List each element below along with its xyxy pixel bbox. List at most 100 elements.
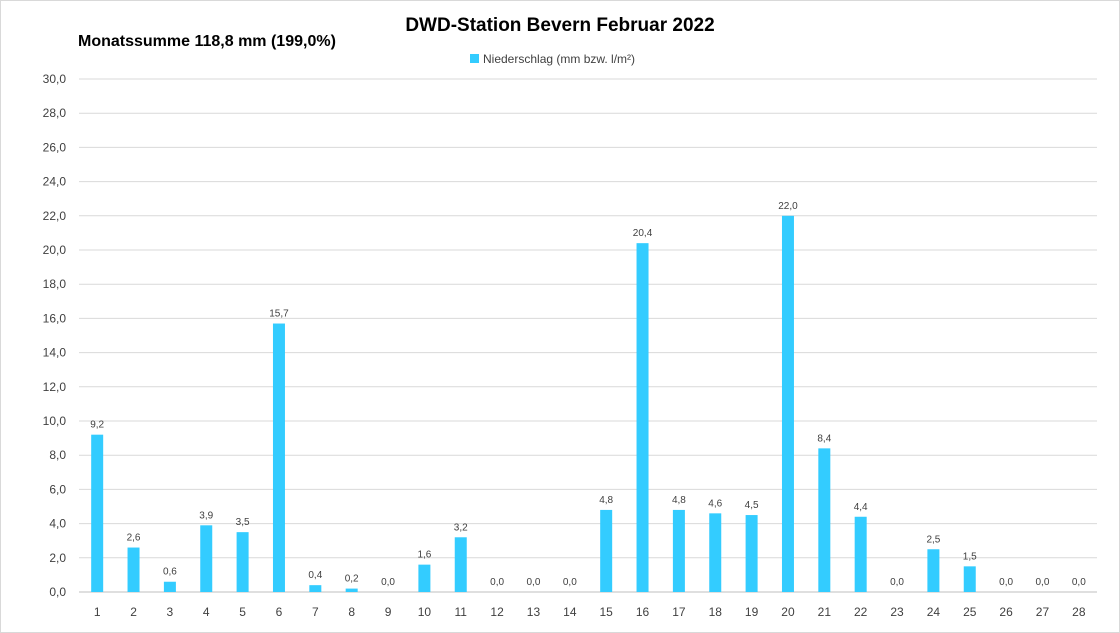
bar xyxy=(418,564,431,592)
data-label: 0,4 xyxy=(308,570,322,581)
bar xyxy=(200,525,213,592)
bar xyxy=(709,513,722,592)
y-tick-label: 4,0 xyxy=(49,517,66,531)
x-tick-label: 17 xyxy=(672,605,686,619)
bar xyxy=(854,516,867,592)
data-label: 0,0 xyxy=(1036,577,1050,588)
bar xyxy=(127,547,140,592)
data-label: 20,4 xyxy=(633,228,653,239)
x-tick-label: 1 xyxy=(94,605,101,619)
x-tick-label: 4 xyxy=(203,605,210,619)
x-tick-label: 26 xyxy=(999,605,1013,619)
bar xyxy=(672,509,685,592)
y-tick-label: 24,0 xyxy=(43,175,67,189)
x-tick-label: 6 xyxy=(276,605,283,619)
bar xyxy=(781,215,794,593)
legend: Niederschlag (mm bzw. l/m²) xyxy=(470,52,635,66)
data-label: 4,6 xyxy=(708,498,722,509)
bar xyxy=(745,515,758,592)
gridlines xyxy=(79,78,1097,559)
data-label: 3,5 xyxy=(236,517,250,528)
x-tick-label: 13 xyxy=(527,605,541,619)
data-label: 0,0 xyxy=(381,577,395,588)
x-tick-label: 21 xyxy=(818,605,832,619)
data-label: 2,5 xyxy=(926,534,940,545)
chart-title: DWD-Station Bevern Februar 2022 xyxy=(405,15,714,36)
x-tick-label: 11 xyxy=(455,605,468,619)
y-tick-label: 30,0 xyxy=(43,72,67,86)
bar xyxy=(163,581,176,592)
y-tick-label: 12,0 xyxy=(43,380,67,394)
x-axis: 1 2 3 4 5 6 7 8 9 10 11 12 13 14 15 16 17 18 19 20 21 22 23 24 2… xyxy=(79,591,1097,619)
x-tick-label: 2 xyxy=(130,605,137,619)
x-tick-label: 5 xyxy=(239,605,246,619)
x-tick-label: 23 xyxy=(890,605,904,619)
y-axis: 0,0 2,0 4,0 6,0 8,0 10,0 12,0 14,0 16,0 18,0 20,0 2… xyxy=(43,72,67,599)
y-tick-label: 8,0 xyxy=(49,448,66,462)
data-label: 4,4 xyxy=(854,502,868,513)
data-label: 3,2 xyxy=(454,522,468,533)
bar xyxy=(600,509,613,592)
data-label: 9,2 xyxy=(90,420,104,431)
x-tick-label: 24 xyxy=(927,605,941,619)
bar xyxy=(927,549,940,592)
bar xyxy=(309,585,322,592)
data-label: 1,5 xyxy=(963,551,977,562)
bar xyxy=(636,243,649,592)
x-tick-label: 15 xyxy=(599,605,613,619)
x-tick-label: 7 xyxy=(312,605,319,619)
x-tick-label: 3 xyxy=(167,605,174,619)
bar xyxy=(272,323,285,592)
bar xyxy=(236,532,249,592)
y-tick-label: 16,0 xyxy=(43,311,67,325)
legend-swatch xyxy=(470,54,479,63)
data-label: 4,5 xyxy=(745,500,759,511)
x-tick-label: 10 xyxy=(418,605,432,619)
y-tick-label: 10,0 xyxy=(43,414,67,428)
x-tick-label: 19 xyxy=(745,605,759,619)
data-label: 0,0 xyxy=(1072,577,1086,588)
data-label: 0,0 xyxy=(563,577,577,588)
data-label: 4,8 xyxy=(672,495,686,506)
x-tick-label: 14 xyxy=(563,605,577,619)
data-label: 0,6 xyxy=(163,567,177,578)
data-label: 15,7 xyxy=(269,309,289,320)
y-tick-label: 22,0 xyxy=(43,209,67,223)
x-tick-label: 18 xyxy=(709,605,723,619)
bar xyxy=(345,588,358,592)
legend-series-label: Niederschlag (mm bzw. l/m²) xyxy=(483,52,635,66)
x-tick-label: 25 xyxy=(963,605,977,619)
y-tick-label: 26,0 xyxy=(43,140,67,154)
y-tick-label: 6,0 xyxy=(49,482,66,496)
x-tick-label: 22 xyxy=(854,605,868,619)
data-label: 0,0 xyxy=(490,577,504,588)
x-tick-label: 8 xyxy=(348,605,355,619)
data-labels: 9,2 2,6 0,6 3,9 3,5 15,7 0,4 0,2 0,0 1,6 3,2 0,0 0,0… xyxy=(90,201,1086,588)
y-tick-label: 14,0 xyxy=(43,346,67,360)
x-tick-label: 28 xyxy=(1072,605,1086,619)
bar xyxy=(818,448,831,592)
data-label: 0,0 xyxy=(527,577,541,588)
bar xyxy=(91,434,104,592)
data-label: 2,6 xyxy=(127,533,141,544)
data-label: 4,8 xyxy=(599,495,613,506)
data-label: 8,4 xyxy=(817,433,831,444)
y-tick-label: 18,0 xyxy=(43,277,67,291)
data-label: 0,0 xyxy=(999,577,1013,588)
x-tick-label: 20 xyxy=(781,605,795,619)
y-tick-label: 2,0 xyxy=(49,551,66,565)
bar xyxy=(963,566,976,592)
data-label: 1,6 xyxy=(417,550,431,561)
data-label: 0,0 xyxy=(890,577,904,588)
y-tick-label: 20,0 xyxy=(43,243,67,257)
bars xyxy=(91,215,976,593)
y-tick-label: 0,0 xyxy=(49,585,66,599)
x-tick-label: 9 xyxy=(385,605,392,619)
data-label: 0,2 xyxy=(345,574,359,585)
data-label: 3,9 xyxy=(199,510,213,521)
x-tick-label: 16 xyxy=(636,605,650,619)
bar xyxy=(454,537,467,592)
y-tick-label: 28,0 xyxy=(43,106,67,120)
